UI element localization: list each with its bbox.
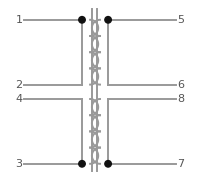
Circle shape — [105, 17, 111, 23]
Circle shape — [105, 161, 111, 167]
Circle shape — [79, 17, 85, 23]
Text: 2: 2 — [15, 80, 23, 90]
Text: 1: 1 — [16, 15, 23, 25]
Circle shape — [79, 161, 85, 167]
Text: 5: 5 — [177, 15, 184, 25]
Text: 7: 7 — [177, 159, 185, 169]
Text: 3: 3 — [16, 159, 23, 169]
Text: 8: 8 — [177, 94, 185, 104]
Text: 6: 6 — [177, 80, 184, 90]
Text: 4: 4 — [15, 94, 23, 104]
